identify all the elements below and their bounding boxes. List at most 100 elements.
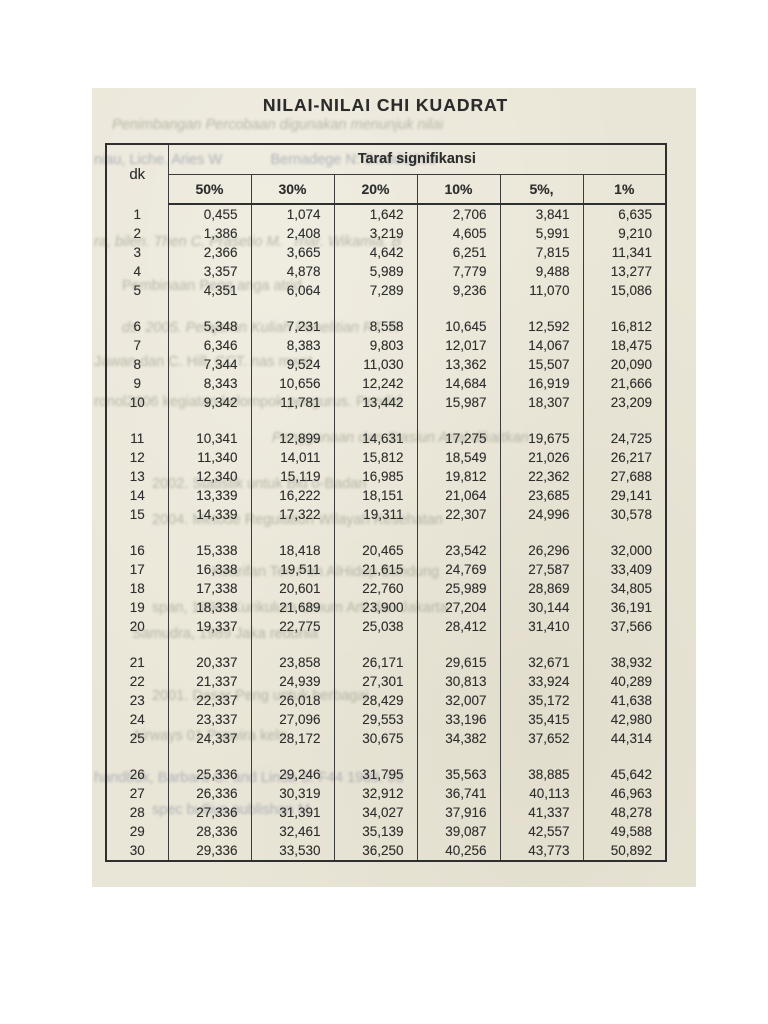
value-cell: 30,578 — [582, 505, 667, 524]
value-cell: 26,296 — [499, 541, 584, 560]
table-row: 12 11,340 14,011 15,812 18,549 21,026 26,217 — [105, 448, 667, 467]
gap-cell — [333, 524, 418, 541]
value-cell: 23,209 — [582, 393, 667, 412]
value-cell: 37,916 — [416, 803, 501, 822]
gap-cell — [250, 524, 335, 541]
dk-cell: 28 — [105, 803, 169, 822]
table-row: 6 5,348 7,231 8,558 10,645 12,592 16,812 — [105, 317, 667, 336]
gap-cell — [105, 300, 169, 317]
value-cell: 9,236 — [416, 281, 501, 300]
dk-cell: 1 — [105, 204, 169, 224]
value-cell: 6,635 — [582, 204, 667, 224]
value-cell: 16,812 — [582, 317, 667, 336]
group-gap-row — [105, 748, 667, 765]
value-cell: 4,878 — [250, 262, 335, 281]
value-cell: 41,638 — [582, 691, 667, 710]
value-cell: 21,666 — [582, 374, 667, 393]
group-gap-row — [105, 524, 667, 541]
value-cell: 22,760 — [333, 579, 418, 598]
value-cell: 36,250 — [333, 841, 418, 861]
value-cell: 21,689 — [250, 598, 335, 617]
column-header-percent: 10% — [416, 174, 501, 205]
value-cell: 4,351 — [167, 281, 252, 300]
table-row: 27 26,336 30,319 32,912 36,741 40,113 46,963 — [105, 784, 667, 803]
value-cell: 16,222 — [250, 486, 335, 505]
value-cell: 27,301 — [333, 672, 418, 691]
value-cell: 32,000 — [582, 541, 667, 560]
gap-cell — [416, 636, 501, 653]
dk-cell: 15 — [105, 505, 169, 524]
value-cell: 6,251 — [416, 243, 501, 262]
value-cell: 10,645 — [416, 317, 501, 336]
table-row: 4 3,357 4,878 5,989 7,779 9,488 13,277 — [105, 262, 667, 281]
value-cell: 9,524 — [250, 355, 335, 374]
gap-cell — [105, 748, 169, 765]
chi-square-table: dk Taraf signifikansi 50% 30% 20% 10% 5%, 1% … — [105, 143, 668, 862]
gap-cell — [499, 748, 584, 765]
value-cell: 3,219 — [333, 224, 418, 243]
table-row: 8 7,344 9,524 11,030 13,362 15,507 20,090 — [105, 355, 667, 374]
value-cell: 25,989 — [416, 579, 501, 598]
dk-cell: 11 — [105, 429, 169, 448]
value-cell: 0,455 — [167, 204, 252, 224]
table-body: 1 0,455 1,074 1,642 2,706 3,841 6,635 2 1,386 2,4… — [105, 204, 667, 861]
dk-cell: 24 — [105, 710, 169, 729]
dk-cell: 18 — [105, 579, 169, 598]
value-cell: 15,507 — [499, 355, 584, 374]
group-gap-row — [105, 636, 667, 653]
table-row: 1 0,455 1,074 1,642 2,706 3,841 6,635 — [105, 204, 667, 224]
gap-cell — [250, 412, 335, 429]
value-cell: 20,465 — [333, 541, 418, 560]
dk-cell: 20 — [105, 617, 169, 636]
value-cell: 40,289 — [582, 672, 667, 691]
value-cell: 5,991 — [499, 224, 584, 243]
column-header-percent: 50% — [167, 174, 252, 205]
gap-cell — [105, 412, 169, 429]
value-cell: 27,204 — [416, 598, 501, 617]
value-cell: 4,605 — [416, 224, 501, 243]
value-cell: 28,869 — [499, 579, 584, 598]
value-cell: 13,442 — [333, 393, 418, 412]
value-cell: 24,939 — [250, 672, 335, 691]
value-cell: 15,987 — [416, 393, 501, 412]
value-cell: 15,812 — [333, 448, 418, 467]
value-cell: 49,588 — [582, 822, 667, 841]
gap-cell — [582, 636, 667, 653]
value-cell: 11,781 — [250, 393, 335, 412]
value-cell: 32,461 — [250, 822, 335, 841]
value-cell: 19,337 — [167, 617, 252, 636]
value-cell: 12,340 — [167, 467, 252, 486]
column-header-percent: 1% — [582, 174, 667, 205]
value-cell: 19,675 — [499, 429, 584, 448]
table-row: 9 8,343 10,656 12,242 14,684 16,919 21,666 — [105, 374, 667, 393]
value-cell: 14,067 — [499, 336, 584, 355]
value-cell: 35,172 — [499, 691, 584, 710]
value-cell: 21,337 — [167, 672, 252, 691]
value-cell: 25,336 — [167, 765, 252, 784]
table-row: 14 13,339 16,222 18,151 21,064 23,685 29,141 — [105, 486, 667, 505]
value-cell: 12,899 — [250, 429, 335, 448]
value-cell: 7,289 — [333, 281, 418, 300]
value-cell: 22,307 — [416, 505, 501, 524]
value-cell: 28,429 — [333, 691, 418, 710]
table-row: 19 18,338 21,689 23,900 27,204 30,144 36,191 — [105, 598, 667, 617]
value-cell: 27,336 — [167, 803, 252, 822]
gap-cell — [416, 748, 501, 765]
gap-cell — [582, 748, 667, 765]
column-header-dk: dk — [105, 144, 169, 204]
value-cell: 38,885 — [499, 765, 584, 784]
gap-cell — [167, 300, 252, 317]
value-cell: 26,217 — [582, 448, 667, 467]
value-cell: 7,231 — [250, 317, 335, 336]
value-cell: 14,631 — [333, 429, 418, 448]
value-cell: 14,684 — [416, 374, 501, 393]
dk-cell: 2 — [105, 224, 169, 243]
column-header-percent: 30% — [250, 174, 335, 205]
value-cell: 12,592 — [499, 317, 584, 336]
value-cell: 7,815 — [499, 243, 584, 262]
value-cell: 31,795 — [333, 765, 418, 784]
ghost-text-line: Penimbangan Percobaan digunakan menunjuk… — [112, 117, 444, 133]
value-cell: 30,319 — [250, 784, 335, 803]
value-cell: 30,675 — [333, 729, 418, 748]
